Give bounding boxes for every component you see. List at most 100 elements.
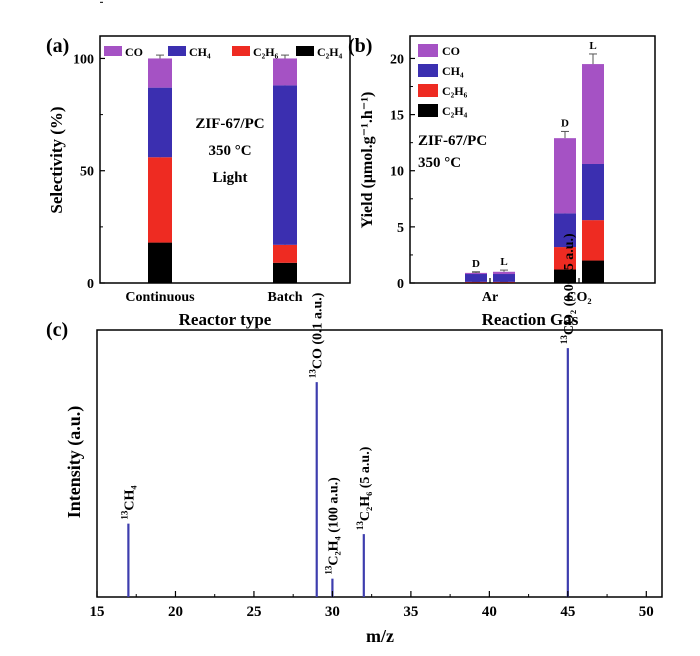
panel-b-annotation-catalyst: ZIF-67/PC — [418, 133, 487, 149]
panel-a-bar-ch4-batch — [273, 85, 297, 245]
panel-b-y-tick-label: 15 — [390, 109, 404, 124]
panel-c-x-axis-title: m/z — [366, 626, 394, 646]
panel-a-plot-frame — [99, 35, 351, 284]
panel-a-legend-swatch-co — [104, 46, 122, 56]
panel-b-bar-c2h6-co2-d — [554, 247, 576, 270]
panel-b-legend-label: C₂H₆ — [442, 84, 468, 98]
panel-a-bar-c2h4-batch — [273, 262, 297, 283]
panel-b-legend-swatch-c2h4 — [418, 104, 438, 117]
panel-a-y-axis: 0 50 100 — [73, 1, 105, 292]
panel-c-peak-label-species: CH₄ — [122, 485, 137, 511]
panel-a-legend-swatch-c2h4 — [296, 46, 314, 56]
panel-b-bar-c2h6-co2-l — [582, 220, 604, 261]
panel-b-legend-swatch-co — [418, 44, 438, 57]
panel-c-peak-label-species: C₂H₆ (5 a.u.) — [358, 446, 373, 521]
panel-a-bar-co-batch — [273, 58, 297, 86]
panel-a-x-axis-title: Reactor type — [179, 310, 272, 329]
panel-b-legend-swatch-ch4 — [418, 64, 438, 77]
panel-b-y-axis: 0 5 10 15 20 — [390, 52, 415, 292]
panel-b-x-axis-title: Reaction Gas — [482, 310, 579, 329]
panel-b-bar-label: L — [500, 256, 507, 268]
panel-a-y-axis-title: Selectivity (%) — [47, 106, 66, 213]
panel-c-x-tick-label: 50 — [639, 604, 654, 620]
panel-b-legend: CO CH₄ C₂H₆ C₂H₄ — [418, 44, 468, 118]
panel-a-x-tick-label: Continuous — [125, 290, 195, 305]
panel-a-bar-c2h6-continuous — [148, 157, 172, 243]
panel-a-legend-label: C₂H₄ — [317, 45, 343, 59]
panel-b-legend-label: CH₄ — [442, 64, 464, 78]
panel-b-legend-label: CO — [442, 44, 460, 58]
panel-c-plot-frame — [96, 329, 663, 598]
panel-b-bar-c2h4-ar-d — [465, 282, 487, 283]
panel-b-bar-co-ar-l — [493, 271, 515, 275]
panel-c-x-tick-label: 40 — [482, 604, 497, 620]
panel-c-peak-label: 13CH₄ — [119, 485, 137, 520]
panel-c-peak-label: 13CO (0.1 a.u.) — [308, 292, 326, 378]
panel-c-peak-label-isotope: 13 — [559, 335, 569, 345]
panel-a-selectivity: (a) CO CH₄ C₂H₆ C₂H₄ ZIF-67/PC 350 °C Light… — [46, 1, 351, 329]
panel-b-y-tick-label: 0 — [397, 277, 404, 292]
panel-c-x-tick-label: 35 — [403, 604, 418, 620]
panel-a-legend-label: C₂H₆ — [253, 45, 279, 59]
panel-c-peak-label-isotope: 13 — [355, 521, 365, 531]
panel-b-bar-c2h6-ar-d — [465, 281, 487, 283]
panel-b-bars: D L D L — [465, 40, 604, 283]
panel-a-bar-c2h4-continuous — [148, 242, 172, 283]
panel-c-peak-label-species: C₂H₄ (100 a.u.) — [326, 477, 341, 566]
panel-c-peak-label-species: CO (0.1 a.u.) — [311, 292, 326, 369]
panel-b-bar-c2h6-ar-l — [493, 281, 515, 283]
panel-a-y-tick-label: 50 — [80, 165, 94, 180]
panel-b-bar-label: D — [472, 258, 480, 270]
panel-b-bar-ch4-ar-d — [465, 274, 487, 282]
panel-a-annotation: ZIF-67/PC 350 °C Light — [195, 116, 264, 186]
panel-c-peak-label: 13CO₂ (0.0075 a.u.) — [559, 233, 577, 344]
panel-b-bar-ch4-co2-d — [554, 213, 576, 248]
panel-b-bar-label: D — [561, 117, 569, 129]
panel-a-legend-swatch-ch4 — [168, 46, 186, 56]
panel-b-y-tick-label: 5 — [397, 221, 404, 236]
panel-b-bar-co-ar-d — [465, 272, 487, 275]
panel-b-x-axis: Ar CO₂ — [482, 278, 592, 305]
panel-b-bar-co-co2-l — [582, 64, 604, 164]
panel-b-x-tick-label: CO₂ — [566, 290, 591, 305]
panel-a-legend: CO CH₄ C₂H₆ C₂H₄ — [104, 45, 343, 59]
panel-a-bar-co-continuous — [148, 58, 172, 88]
panel-a-bar-c2h6-batch — [273, 244, 297, 263]
panel-a-bars — [148, 54, 297, 283]
panel-c-x-axis: 15 20 25 30 35 40 45 50 — [90, 591, 654, 620]
panel-a-annotation-condition: Light — [212, 170, 247, 186]
panel-a-label: (a) — [46, 35, 69, 57]
panel-b-y-tick-label: 20 — [390, 52, 404, 67]
panel-c-peak-label: 13C₂H₆ (5 a.u.) — [355, 446, 373, 530]
panel-b-legend-label: C₂H₄ — [442, 104, 468, 118]
panel-a-legend-label: CH₄ — [189, 45, 211, 59]
panel-a-y-tick-label: 0 — [87, 277, 94, 292]
panel-c-label: (c) — [46, 319, 68, 341]
panel-c-x-tick-label: 30 — [325, 604, 340, 620]
panel-b-legend-swatch-c2h6 — [418, 84, 438, 97]
panel-c-x-tick-label: 20 — [168, 604, 183, 620]
panel-b-plot-frame — [409, 35, 656, 284]
panel-b-bar-ch4-ar-l — [493, 274, 515, 282]
panel-a-annotation-temperature: 350 °C — [208, 143, 251, 159]
panel-a-annotation-catalyst: ZIF-67/PC — [195, 116, 264, 132]
panel-c-x-tick-label: 45 — [560, 604, 575, 620]
panel-c-y-axis-title: Intensity (a.u.) — [64, 406, 85, 519]
panel-b-x-tick-label: Ar — [482, 290, 498, 305]
panel-b-annotation-temperature: 350 °C — [418, 155, 461, 171]
panel-b-bar-label: L — [589, 40, 596, 52]
panel-c-peak-label-isotope: 13 — [323, 565, 333, 575]
panel-b-label: (b) — [348, 35, 372, 57]
panel-b-bar-c2h4-co2-d — [554, 269, 576, 283]
panel-c-peak-label-isotope: 13 — [308, 369, 318, 379]
panel-a-legend-label: CO — [125, 45, 143, 59]
panel-a-x-axis: Continuous Batch — [125, 278, 303, 305]
panel-c-peak-label-isotope: 13 — [119, 510, 129, 520]
panel-b-bar-co-co2-d — [554, 138, 576, 214]
panel-b-y-tick-label: 10 — [390, 165, 404, 180]
panel-a-legend-swatch-c2h6 — [232, 46, 250, 56]
